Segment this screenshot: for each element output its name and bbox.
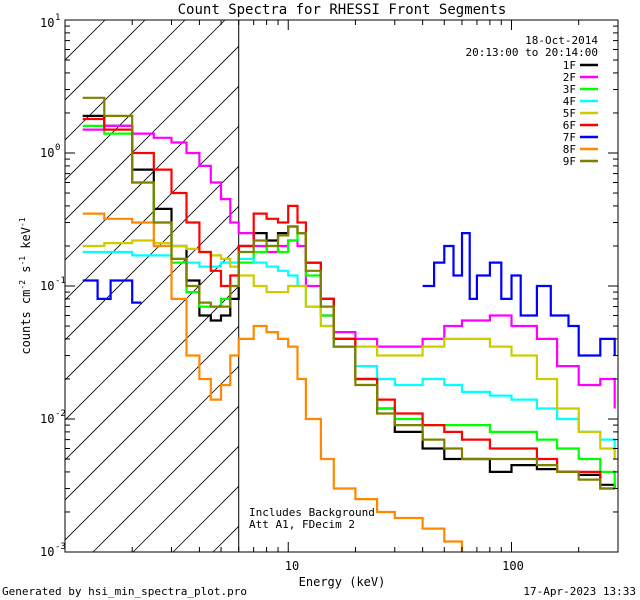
series-line-5f — [82, 239, 616, 459]
svg-text:10: 10 — [40, 412, 54, 426]
hatch-line — [65, 85, 239, 261]
legend-label-8f: 8F — [563, 143, 576, 156]
series-line-7f — [82, 279, 142, 304]
y-tick-label-1e0: 10 0 — [40, 143, 60, 160]
svg-text:10: 10 — [40, 545, 54, 559]
legend-label-3f: 3F — [563, 83, 576, 96]
series-line-6f — [82, 117, 615, 490]
timestamp-label: 17-Apr-2023 13:33 — [523, 585, 636, 598]
series-group — [82, 96, 616, 552]
legend-label-2f: 2F — [563, 71, 576, 84]
date-label: 18-Oct-2014 — [525, 34, 598, 47]
series-line-4f — [82, 250, 616, 449]
legend-label-7f: 7F — [563, 131, 576, 144]
svg-text:10: 10 — [40, 146, 54, 160]
hatch-line — [65, 205, 239, 381]
svg-text:-3: -3 — [55, 542, 66, 552]
svg-text:-2: -2 — [55, 409, 66, 419]
hatch-line — [65, 20, 66, 21]
series-line-3f — [82, 124, 616, 489]
hatch-line — [65, 20, 186, 141]
x-tick-label-10: 10 — [285, 559, 299, 573]
hatch-line — [92, 405, 239, 552]
legend-label-1f: 1F — [563, 59, 576, 72]
svg-text:0: 0 — [55, 143, 60, 153]
hatch-line — [65, 365, 239, 541]
hatch-line — [132, 445, 239, 552]
svg-text:-1: -1 — [55, 276, 66, 286]
svg-text:10: 10 — [40, 16, 54, 30]
plot-frame — [64, 19, 619, 553]
y-tick-label-1e-2: 10 -2 — [40, 409, 66, 426]
hatch-line — [65, 125, 239, 301]
series-line-7f-high — [422, 232, 616, 357]
annotation-background: Includes Background — [249, 506, 375, 519]
svg-text:1: 1 — [55, 13, 60, 23]
series-line-2f — [82, 124, 616, 409]
legend-label-5f: 5F — [563, 107, 576, 120]
x-axis-label: Energy (keV) — [299, 575, 386, 589]
hatch-line — [65, 20, 226, 181]
legend-label-9f: 9F — [563, 155, 576, 168]
y-axis-label: counts cm-2 s-1 keV-1 — [18, 217, 33, 354]
legend-label-6f: 6F — [563, 119, 576, 132]
series-line-9f — [82, 96, 615, 490]
y-tick-label-1e-3: 10 -3 — [40, 542, 66, 559]
y-tick-label-1e1: 10 1 — [40, 13, 60, 30]
annotation-attenuator: Att A1, FDecim 2 — [249, 518, 355, 531]
generated-by-label: Generated by hsi_min_spectra_plot.pro — [2, 585, 247, 598]
chart-title: Count Spectra for RHESSI Front Segments — [178, 2, 507, 18]
time-range-label: 20:13:00 to 20:14:00 — [466, 46, 598, 59]
x-tick-label-100: 100 — [502, 559, 524, 573]
series-line-8f — [82, 212, 464, 552]
axis-ticks — [64, 20, 619, 553]
hatch-line — [65, 325, 239, 501]
hatch-line — [65, 165, 239, 341]
legend-label-4f: 4F — [563, 95, 576, 108]
y-tick-label-1e-1: 10 -1 — [40, 276, 66, 293]
hatch-line — [65, 45, 239, 221]
svg-text:10: 10 — [40, 279, 54, 293]
